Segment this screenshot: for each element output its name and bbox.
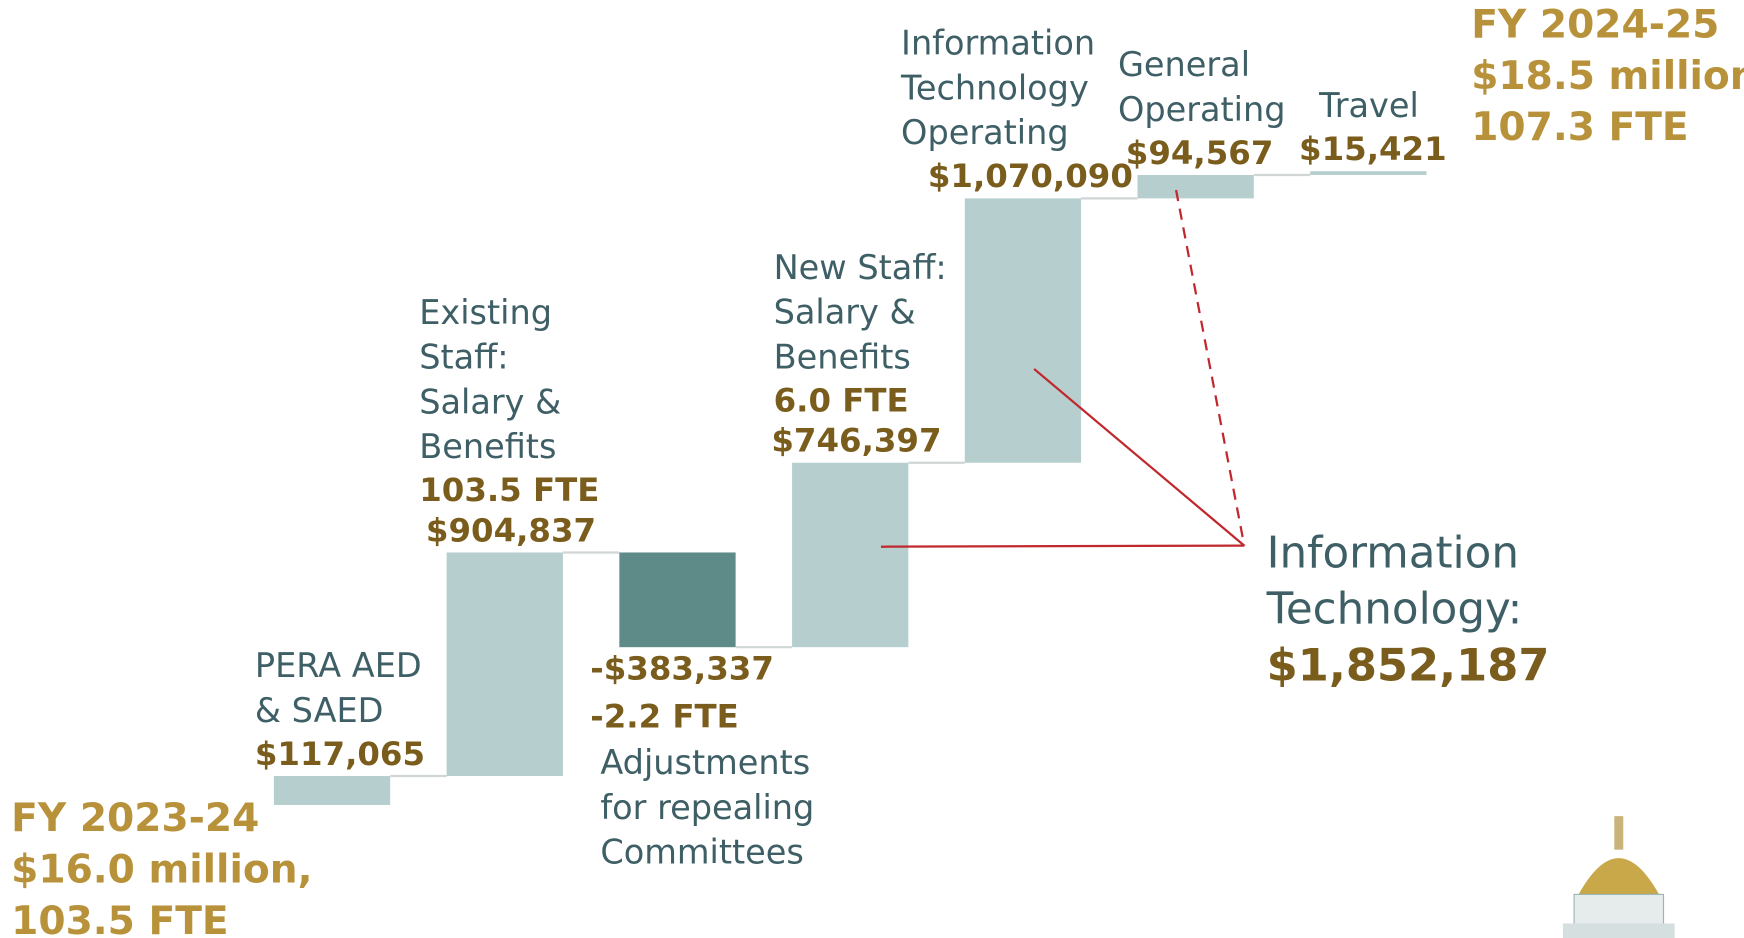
category-label: for repealing — [600, 788, 814, 827]
category-label: PERA AED — [255, 646, 422, 685]
bar — [792, 462, 909, 648]
annotation-label: Technology: — [1266, 585, 1523, 635]
pointer-line — [880, 544, 1245, 548]
fte-label: 6.0 FTE — [774, 381, 909, 419]
value-label: $15,421 — [1299, 130, 1447, 168]
category-label: Technology — [900, 68, 1089, 107]
category-label: Benefits — [774, 337, 911, 376]
bar — [273, 776, 391, 805]
category-label: Salary & — [419, 382, 561, 421]
category-label: Salary & — [774, 293, 916, 332]
category-label: Staff: — [419, 338, 508, 377]
end-label: FY 2024-25 — [1471, 2, 1719, 47]
bar — [446, 552, 563, 777]
category-label: New Staff: — [774, 248, 947, 287]
fte-label: -2.2 FTE — [590, 698, 739, 736]
value-label: -$383,337 — [590, 650, 774, 688]
pointer-line — [1174, 189, 1246, 546]
value-label: $94,567 — [1126, 134, 1274, 172]
category-label: Committees — [600, 833, 803, 872]
category-label: Benefits — [419, 427, 556, 466]
value-label: $904,837 — [426, 511, 596, 549]
start-label: FY 2023-24 — [11, 796, 259, 841]
start-label: $16.0 million, — [11, 848, 312, 893]
annotation-label: Information — [1267, 529, 1519, 579]
category-label: Existing — [419, 293, 552, 332]
category-label: & SAED — [255, 691, 384, 730]
value-label: $1,070,090 — [928, 157, 1133, 195]
end-label: $18.5 million — [1471, 54, 1744, 99]
start-label: 103.5 FTE — [11, 899, 228, 938]
value-label: $117,065 — [255, 735, 425, 773]
bar — [1137, 175, 1254, 199]
annotation-value: $1,852,187 — [1267, 639, 1550, 692]
bar — [619, 552, 736, 648]
pointer-line — [1033, 368, 1245, 547]
category-label: Adjustments — [600, 743, 810, 782]
capitol-icon — [1562, 816, 1675, 938]
fte-label: 103.5 FTE — [419, 471, 599, 509]
bar — [1310, 171, 1427, 176]
bar — [964, 198, 1082, 463]
category-label: General — [1118, 45, 1250, 84]
category-label: Travel — [1318, 86, 1419, 125]
category-label: Operating — [901, 113, 1069, 152]
value-label: $746,397 — [771, 422, 941, 460]
category-label: Operating — [1118, 90, 1286, 129]
end-label: 107.3 FTE — [1471, 105, 1688, 150]
category-label: Information — [901, 24, 1095, 63]
